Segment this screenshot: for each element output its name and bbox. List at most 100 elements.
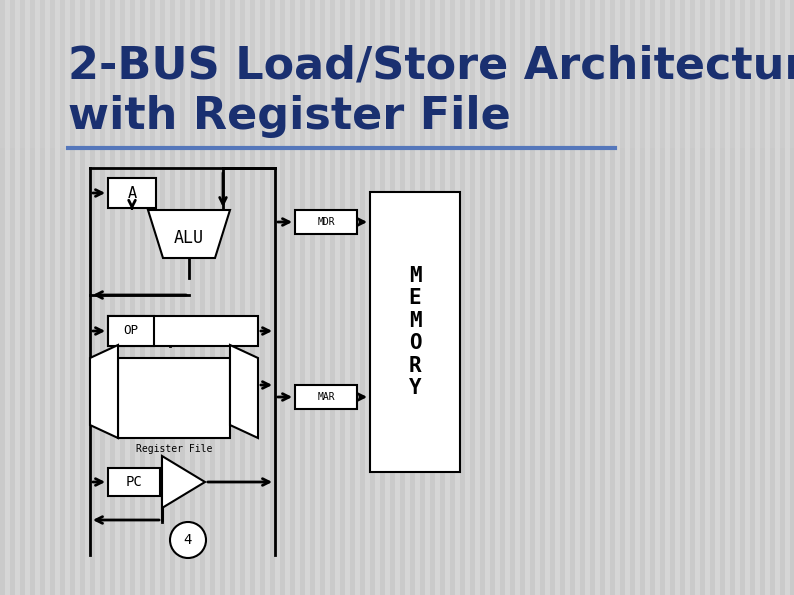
Bar xyxy=(140,0,145,595)
Bar xyxy=(660,0,665,148)
Text: ALU: ALU xyxy=(174,229,204,247)
Bar xyxy=(118,358,230,438)
Bar xyxy=(108,178,156,208)
Bar xyxy=(150,0,155,148)
Text: M
E
M
O
R
Y: M E M O R Y xyxy=(409,266,422,398)
Bar xyxy=(260,0,265,595)
Bar xyxy=(740,0,745,148)
Bar xyxy=(360,0,365,148)
Bar xyxy=(690,0,695,595)
Text: with Register File: with Register File xyxy=(68,95,511,138)
Bar xyxy=(710,0,715,595)
Bar xyxy=(750,0,755,595)
Bar xyxy=(180,0,185,595)
Bar xyxy=(60,0,65,595)
Bar xyxy=(680,0,685,595)
Bar xyxy=(300,0,305,148)
Bar xyxy=(80,0,85,595)
Bar xyxy=(230,0,235,595)
Bar xyxy=(370,0,375,595)
Bar xyxy=(380,0,385,148)
Bar xyxy=(560,0,565,148)
Bar xyxy=(230,0,235,148)
Bar xyxy=(510,0,515,148)
Bar xyxy=(10,0,15,148)
Bar xyxy=(460,0,465,148)
Bar xyxy=(370,192,460,472)
Bar xyxy=(10,0,15,595)
Polygon shape xyxy=(162,456,205,508)
Bar xyxy=(200,0,205,595)
Bar xyxy=(20,0,25,148)
Bar xyxy=(330,0,335,595)
Bar xyxy=(730,0,735,148)
Bar xyxy=(350,0,355,148)
Bar xyxy=(110,0,115,595)
Bar xyxy=(310,0,315,595)
Bar xyxy=(490,0,495,148)
Bar xyxy=(60,0,65,148)
Bar xyxy=(0,0,5,595)
Bar xyxy=(390,0,395,595)
Bar xyxy=(390,0,395,148)
Bar xyxy=(640,0,645,595)
Bar xyxy=(350,0,355,595)
Bar xyxy=(430,0,435,595)
Bar xyxy=(120,0,125,148)
Text: 2-BUS Load/Store Architecture: 2-BUS Load/Store Architecture xyxy=(68,45,794,88)
Bar xyxy=(630,0,635,595)
Bar xyxy=(570,0,575,148)
Bar xyxy=(500,0,505,595)
Bar xyxy=(780,0,785,595)
Bar xyxy=(130,0,135,595)
Bar xyxy=(540,0,545,148)
Bar xyxy=(300,0,305,595)
Bar xyxy=(0,0,5,148)
Bar xyxy=(40,0,45,148)
Bar xyxy=(320,0,325,148)
Bar xyxy=(170,0,175,595)
Bar xyxy=(295,385,357,409)
Bar xyxy=(450,0,455,148)
Bar xyxy=(700,0,705,148)
Bar xyxy=(460,0,465,595)
Bar xyxy=(70,0,75,148)
Bar xyxy=(210,0,215,595)
Text: OP: OP xyxy=(124,324,138,337)
Bar xyxy=(120,0,125,595)
Bar xyxy=(500,0,505,148)
Bar xyxy=(510,0,515,595)
Bar xyxy=(630,0,635,148)
Bar xyxy=(310,0,315,148)
Bar xyxy=(190,0,195,148)
Bar xyxy=(600,0,605,595)
Bar xyxy=(760,0,765,595)
Text: MDR: MDR xyxy=(317,217,335,227)
Bar xyxy=(780,0,785,148)
Bar xyxy=(290,0,295,595)
Bar xyxy=(670,0,675,148)
Text: 4: 4 xyxy=(184,533,192,547)
Bar xyxy=(480,0,485,595)
Text: Register File: Register File xyxy=(136,444,212,454)
Bar xyxy=(280,0,285,595)
Bar xyxy=(80,0,85,148)
Bar xyxy=(0,0,794,148)
Bar xyxy=(130,0,135,148)
Bar xyxy=(610,0,615,595)
Bar xyxy=(200,0,205,148)
Bar xyxy=(160,0,165,595)
Bar xyxy=(150,0,155,595)
Bar xyxy=(100,0,105,148)
Bar xyxy=(240,0,245,595)
Bar xyxy=(108,316,258,346)
Bar xyxy=(400,0,405,595)
Bar xyxy=(440,0,445,148)
Bar xyxy=(50,0,55,148)
Bar xyxy=(620,0,625,148)
Bar xyxy=(470,0,475,595)
Bar xyxy=(420,0,425,595)
Bar xyxy=(180,0,185,148)
Bar xyxy=(220,0,225,595)
Bar xyxy=(520,0,525,148)
